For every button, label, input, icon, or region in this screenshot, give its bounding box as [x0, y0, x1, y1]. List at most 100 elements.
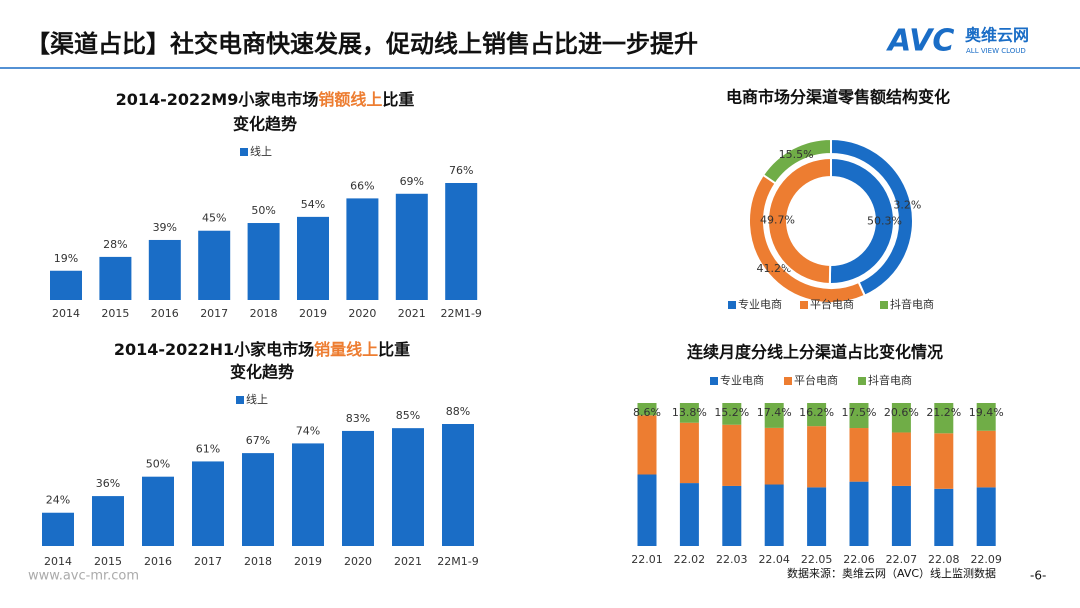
logo-tagline: ALL VIEW CLOUD [966, 47, 1026, 55]
value-label: 50% [146, 458, 170, 471]
bar [442, 424, 474, 546]
legend-label: 专业电商 [720, 373, 764, 387]
bar-segment [637, 474, 657, 546]
value-label: 50% [251, 204, 275, 217]
ring-segment [766, 156, 832, 286]
value-label: 8.6% [633, 406, 661, 419]
x-tick-label: 22.01 [631, 553, 663, 566]
x-tick-label: 2017 [194, 555, 222, 568]
bar [42, 512, 74, 546]
bar [192, 461, 224, 546]
title-part: 2014-2022M9小家电市场 [116, 90, 319, 109]
value-label: 19% [54, 252, 78, 265]
x-tick-label: 22M1-9 [440, 307, 481, 320]
bar [142, 476, 174, 546]
legend-label: 线上 [246, 392, 268, 406]
x-tick-label: 2016 [144, 555, 172, 568]
bar-segment [891, 485, 911, 546]
value-label: 15.2% [714, 406, 749, 419]
chart-title: 2014-2022H1小家电市场销量线上比重 [114, 340, 410, 359]
bar-segment [934, 403, 954, 434]
chart-title: 电商市场分渠道零售额结构变化 [726, 88, 950, 107]
title-part: 比重 [382, 90, 414, 109]
value-label: 17.5% [842, 406, 877, 419]
x-tick-label: 2016 [151, 307, 179, 320]
x-tick-label: 22.05 [801, 553, 833, 566]
bar [346, 198, 379, 300]
value-label: 61% [196, 442, 220, 455]
legend-swatch [236, 396, 244, 404]
value-label: 67% [246, 434, 270, 447]
bar-segment [849, 403, 869, 429]
bar [148, 239, 181, 300]
bar-segment [807, 426, 827, 488]
x-tick-label: 2014 [52, 307, 80, 320]
value-label: 74% [296, 424, 320, 437]
legend-label: 抖音电商 [890, 297, 934, 311]
ring-segment [828, 156, 895, 285]
value-label: 43.2% [886, 198, 921, 211]
x-tick-label: 2015 [101, 307, 129, 320]
slide-title: 【渠道占比】社交电商快速发展，促动线上销售占比进一步提升 [26, 30, 698, 58]
x-tick-label: 2019 [299, 307, 327, 320]
value-label: 69% [400, 175, 424, 188]
legend-label: 抖音电商 [868, 373, 912, 387]
x-tick-label: 2020 [344, 555, 372, 568]
title-part: 销量线上 [314, 340, 378, 359]
legend-label: 平台电商 [810, 297, 854, 311]
value-label: 54% [301, 198, 325, 211]
x-tick-label: 2021 [394, 555, 422, 568]
x-tick-label: 2017 [200, 307, 228, 320]
bar-segment [637, 403, 657, 416]
bar-segment [976, 430, 996, 488]
value-label: 50.3% [867, 215, 902, 228]
logo-name: 奥维云网 [965, 26, 1029, 45]
x-tick-label: 2018 [250, 307, 278, 320]
title-part: 比重 [378, 340, 410, 359]
bar [292, 443, 324, 546]
bar-segment [849, 428, 869, 482]
bar-segment [764, 403, 784, 428]
x-tick-label: 22.04 [758, 553, 790, 566]
bar-segment [722, 485, 742, 546]
value-label: 24% [46, 494, 70, 507]
bar-segment [934, 433, 954, 489]
legend-label: 专业电商 [738, 297, 782, 311]
value-label: 41.2% [757, 262, 792, 275]
legend-swatch [800, 301, 808, 309]
legend-swatch [728, 301, 736, 309]
value-label: 39% [153, 221, 177, 234]
bar-segment [976, 403, 996, 431]
bar-segment [891, 432, 911, 486]
bar-segment [764, 484, 784, 546]
value-label: 83% [346, 412, 370, 425]
bar [445, 183, 478, 300]
bar-segment [679, 403, 699, 423]
bar [50, 270, 82, 300]
bar [242, 453, 274, 546]
value-label: 20.6% [884, 406, 919, 419]
legend-label: 线上 [250, 144, 272, 158]
bar-segment [807, 487, 827, 546]
bar-segment [722, 403, 742, 425]
bar [297, 216, 329, 300]
value-label: 66% [350, 179, 374, 192]
title-part: 销额线上 [318, 90, 382, 109]
ring-segment [761, 137, 832, 185]
value-label: 85% [396, 409, 420, 422]
value-label: 19.4% [969, 406, 1004, 419]
bar-segment [807, 403, 827, 427]
logo-mark: AVC [886, 24, 954, 59]
value-label: 15.5% [779, 148, 814, 161]
bar-segment [891, 403, 911, 433]
legend-swatch [858, 377, 866, 385]
title-part: 2014-2022H1小家电市场 [114, 340, 314, 359]
x-tick-label: 2019 [294, 555, 322, 568]
bar-segment [934, 488, 954, 546]
x-tick-label: 22.07 [886, 553, 918, 566]
bar [99, 256, 132, 300]
bar [392, 428, 424, 546]
bar [198, 230, 231, 300]
x-tick-label: 22.03 [716, 553, 748, 566]
